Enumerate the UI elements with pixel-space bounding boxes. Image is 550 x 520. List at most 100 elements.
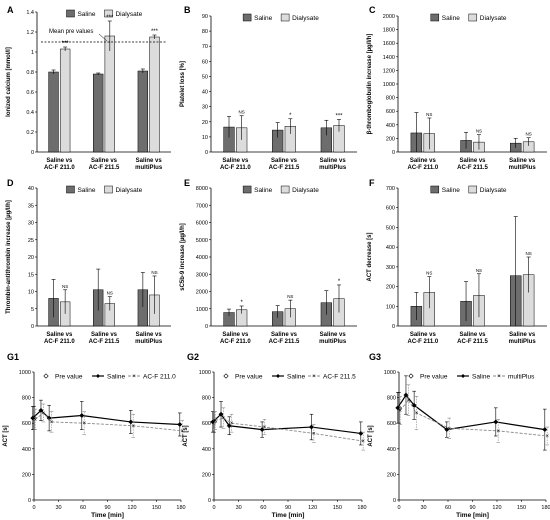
x-tick-label: 0 (32, 505, 35, 511)
y-axis-label: sC5b-9 increase [µg/l/h] (180, 223, 186, 290)
category-label: AC-F 211.0 (407, 165, 438, 171)
legend-label: Dialysate (292, 187, 319, 194)
category-label: Saline vs (136, 332, 163, 338)
y-tick-label: 35 (28, 203, 34, 209)
significance-label: * (338, 279, 341, 285)
y-tick-label: 1400 (383, 55, 395, 61)
x-tick-label: 180 (541, 505, 550, 511)
y-tick-label: 100 (386, 304, 395, 310)
legend-swatch-dialysate (468, 185, 478, 194)
category-label: Saline vs (509, 158, 536, 164)
y-axis-label: β-thromboglobulin increase [µg/l/h] (367, 34, 373, 135)
legend-swatch-pre-value (408, 373, 414, 379)
y-tick-label: 200 (22, 472, 31, 478)
y-tick-label: 20 (202, 120, 208, 126)
panel-label: G3 (369, 352, 381, 362)
legend-marker: × (132, 374, 136, 380)
bar-dialysate (59, 48, 71, 153)
y-tick-label: 0 (392, 150, 395, 156)
legend-swatch-saline (66, 9, 75, 18)
point-saline (444, 427, 450, 433)
y-tick-label: 1.2 (26, 30, 34, 36)
legend-swatch-saline (430, 13, 440, 22)
category-label: multiPlus (509, 165, 537, 171)
y-tick-label: 200 (387, 472, 396, 478)
y-tick-label: 500 (386, 225, 395, 231)
x-tick-label: 30 (236, 505, 242, 511)
panel-label: A (7, 5, 14, 15)
y-tick-label: 8000 (196, 186, 208, 192)
legend-swatch-dialysate (468, 13, 478, 22)
point-dialysate: × (361, 439, 365, 445)
panel-A: A 0 0.2 0.4 0.6 0.8 1 1.2 1.4 Ionized calcium [mm… (6, 5, 171, 171)
legend-label: Saline (254, 187, 272, 194)
significance-label: *** (106, 15, 114, 21)
series-line-dialysate (215, 417, 364, 442)
x-tick-label: 30 (420, 505, 426, 511)
panel-label: G1 (7, 352, 19, 362)
y-tick-label: 50 (202, 74, 208, 80)
point-dialysate: × (312, 431, 316, 437)
category-label: Saline vs (410, 158, 437, 164)
series-line-dialysate (399, 399, 548, 437)
legend-swatch-pre-value (43, 373, 49, 379)
category-label: Saline vs (509, 332, 536, 338)
y-tick-label: 0 (205, 150, 208, 156)
y-tick-label: 800 (386, 96, 395, 102)
category-label: AC-F 211.5 (89, 339, 120, 345)
point-saline (493, 419, 499, 425)
y-tick-label: 1000 (383, 82, 395, 88)
y-tick-label: 400 (202, 447, 211, 453)
legend-label: AC-F 211.5 (323, 374, 356, 381)
panel-label: C (369, 5, 376, 15)
x-tick-label: 0 (397, 505, 400, 511)
point-saline (542, 427, 548, 433)
mean-pre-annotation: Mean pre values (49, 29, 93, 35)
significance-label: *** (151, 29, 159, 35)
y-tick-label: 200 (202, 472, 211, 478)
panel-label: B (184, 5, 191, 15)
y-tick-label: 1000 (19, 370, 31, 376)
point-dialysate: × (213, 419, 217, 425)
point-dialysate: × (230, 421, 234, 427)
panel-D: D 0 5 10 15 20 25 30 35 40 Thrombin-antithrombin i… (6, 178, 171, 345)
bar-dialysate (104, 35, 115, 153)
point-dialysate: × (82, 421, 86, 427)
legend-label: AC-F 211.0 (143, 374, 176, 381)
y-tick-label: 600 (386, 109, 395, 115)
category-label: multiPlus (509, 339, 537, 345)
y-axis-label: ACT decrease [s] (367, 232, 373, 281)
y-tick-label: 800 (22, 396, 31, 402)
category-label: Saline vs (222, 158, 249, 164)
bar-dialysate (149, 36, 160, 153)
y-tick-label: 30 (28, 221, 34, 227)
category-label: Saline vs (91, 332, 118, 338)
y-tick-label: 200 (386, 136, 395, 142)
legend-label: Saline (107, 374, 125, 381)
y-tick-label: 30 (202, 105, 208, 111)
panel-label: E (184, 178, 190, 188)
significance-label: NS (426, 112, 432, 117)
category-label: Saline vs (410, 332, 437, 338)
x-axis-label: Time [min] (91, 512, 124, 519)
category-label: AC-F 211.0 (220, 165, 251, 171)
y-tick-label: 800 (202, 396, 211, 402)
significance-label: NS (476, 268, 482, 273)
point-dialysate: × (447, 426, 451, 432)
point-saline (210, 419, 216, 425)
y-tick-label: 6000 (196, 221, 208, 227)
y-tick-label: 40 (28, 186, 34, 192)
legend-label: Saline (77, 11, 95, 18)
y-tick-label: 0 (31, 150, 34, 156)
y-tick-label: 600 (386, 206, 395, 212)
legend-swatch-saline (242, 13, 252, 22)
category-label: Saline vs (320, 332, 347, 338)
y-tick-label: 800 (387, 396, 396, 402)
legend-label: Saline (472, 374, 490, 381)
y-tick-label: 10 (28, 290, 34, 296)
legend-marker: × (312, 374, 316, 380)
x-tick-label: 120 (308, 505, 317, 511)
point-dialysate: × (180, 429, 184, 435)
category-label: multiPlus (319, 339, 347, 345)
legend-label: Saline (254, 15, 272, 22)
